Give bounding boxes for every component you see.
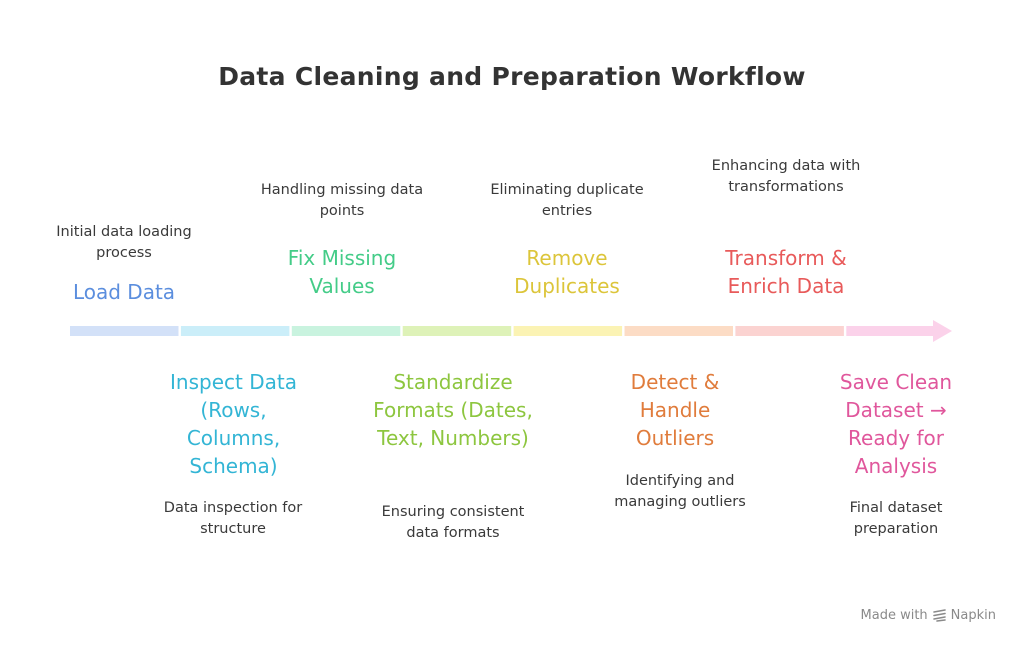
step-8-description: Final dataset preparation xyxy=(849,500,943,537)
step-4-label: Standardize Formats (Dates, Text, Number… xyxy=(373,370,533,450)
napkin-logo-icon xyxy=(932,609,946,622)
timeline-segment-8 xyxy=(846,326,935,336)
step-1-label: Load Data xyxy=(72,280,176,304)
step-5-description: Eliminating duplicate entries xyxy=(490,182,644,219)
made-with-napkin: Made with Napkin xyxy=(861,608,996,623)
step-8-label: Save Clean Dataset → Ready for Analysis xyxy=(839,370,953,478)
napkin-brand: Napkin xyxy=(950,608,996,623)
step-2-label: Inspect Data (Rows, Columns, Schema) xyxy=(170,370,297,478)
step-4-description: Ensuring consistent data formats xyxy=(381,504,525,541)
diagram-title: Data Cleaning and Preparation Workflow xyxy=(218,62,806,91)
step-1-description: Initial data loading process xyxy=(56,224,192,261)
step-3-label: Fix Missing Values xyxy=(287,246,397,298)
arrow-head xyxy=(933,320,952,342)
timeline-segment-2 xyxy=(180,326,290,336)
timeline-segment-6 xyxy=(624,326,733,336)
step-6-description: Identifying and managing outliers xyxy=(614,473,746,510)
timeline-segment-3 xyxy=(291,326,401,336)
timeline-segment-5 xyxy=(513,326,623,336)
step-2-description: Data inspection for structure xyxy=(163,500,303,537)
step-5-label: Remove Duplicates xyxy=(514,246,620,298)
step-7-description: Enhancing data with transformations xyxy=(711,158,861,195)
step-7-label: Transform & Enrich Data xyxy=(725,246,847,298)
step-6-label: Detect & Handle Outliers xyxy=(630,370,720,450)
timeline-segment-1 xyxy=(70,326,179,336)
step-3-description: Handling missing data points xyxy=(260,182,424,219)
timeline-segment-4 xyxy=(402,326,512,336)
timeline-segment-7 xyxy=(735,326,844,336)
made-with-label: Made with xyxy=(860,608,928,623)
